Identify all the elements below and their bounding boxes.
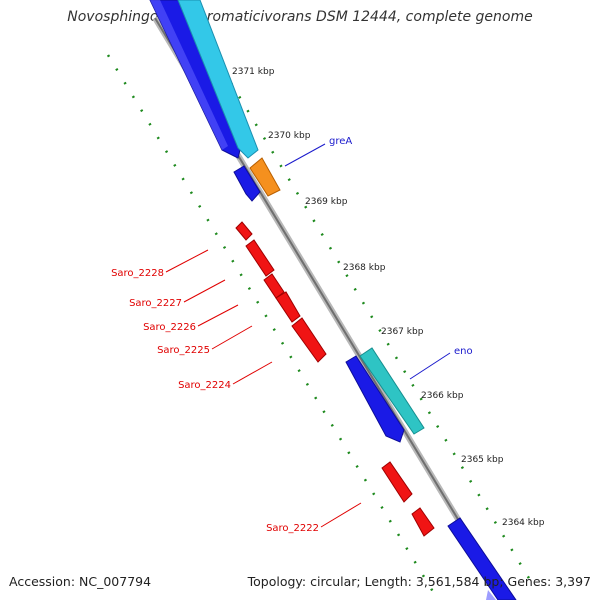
tick-label-2370: 2370 kbp (268, 131, 311, 141)
gene-label-saro-2224: Saro_2224 (178, 380, 231, 391)
leader-saro-2226 (197, 304, 239, 327)
gene-label-grea: greA (329, 136, 352, 147)
gene-red-saro-2223[interactable] (381, 461, 413, 503)
gene-blue-bottom[interactable] (447, 517, 517, 600)
tick-labels: 2371 kbp 2370 kbp 2369 kbp 2368 kbp 2367… (232, 67, 545, 528)
gene-orange-grea[interactable] (249, 157, 281, 197)
tick-label-2369: 2369 kbp (305, 197, 348, 207)
tick-label-2365: 2365 kbp (461, 455, 504, 465)
gene-teal-eno[interactable] (359, 347, 425, 435)
gene-red-saro-2225[interactable] (275, 291, 301, 323)
gene-label-eno: eno (454, 346, 473, 357)
tick-label-2371: 2371 kbp (232, 67, 275, 77)
label-leaders-blue (284, 143, 451, 380)
gene-label-saro-2222: Saro_2222 (266, 523, 319, 534)
tick-label-2368: 2368 kbp (343, 263, 386, 273)
leader-saro-2228 (165, 249, 209, 273)
gene-red-saro-2227[interactable] (245, 239, 275, 277)
gene-label-saro-2225: Saro_2225 (157, 345, 210, 356)
tick-label-2367: 2367 kbp (381, 327, 424, 337)
gene-cyan-forward-top[interactable] (177, 0, 259, 159)
leader-grea (284, 143, 326, 167)
gene-label-saro-2227: Saro_2227 (129, 298, 182, 309)
leader-saro-2222 (320, 502, 362, 528)
tick-label-2366: 2366 kbp (421, 391, 464, 401)
leader-saro-2227 (183, 279, 226, 303)
gene-blue-small[interactable] (233, 165, 261, 202)
gene-labels: greA eno Saro_2228 Saro_2227 Saro_2226 S… (111, 136, 473, 534)
tick-label-2364: 2364 kbp (502, 518, 545, 528)
leader-saro-2225 (211, 325, 253, 350)
gene-label-saro-2226: Saro_2226 (143, 322, 196, 333)
outer-tick-ring (196, 27, 532, 581)
leader-saro-2224 (232, 361, 273, 385)
gene-blue-eno-left[interactable] (345, 355, 405, 443)
gene-red-saro-2226[interactable] (263, 273, 285, 299)
leader-eno (409, 352, 451, 380)
gene-label-saro-2228: Saro_2228 (111, 268, 164, 279)
label-leaders-red (165, 249, 362, 528)
gene-red-saro-2222[interactable] (411, 507, 435, 537)
gene-red-saro-2224[interactable] (291, 317, 327, 363)
gene-red-saro-2228[interactable] (235, 221, 253, 241)
accession-label: Accession: NC_007794 (9, 574, 152, 589)
topology-label: Topology: circular; Length: 3,561,584 bp… (247, 574, 591, 589)
